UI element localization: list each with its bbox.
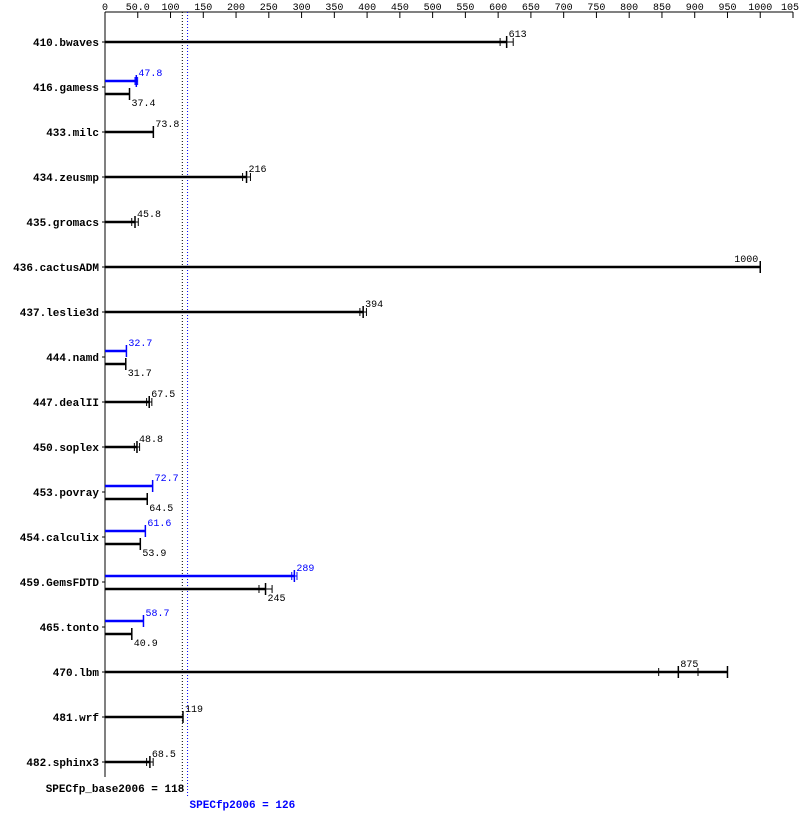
- axis-tick-label: 100: [162, 3, 180, 14]
- base-value: 48.8: [139, 435, 163, 446]
- axis-tick-label: 950: [718, 3, 736, 14]
- benchmark-label: 435.gromacs: [26, 218, 99, 230]
- benchmark-label: 410.bwaves: [33, 38, 99, 50]
- footer-base-label: SPECfp_base2006 = 118: [46, 784, 185, 796]
- base-value: 64.5: [149, 504, 173, 515]
- benchmark-label: 433.milc: [46, 128, 99, 140]
- base-value: 53.9: [142, 549, 166, 560]
- peak-value: 61.6: [147, 519, 171, 530]
- base-value: 67.5: [151, 390, 175, 401]
- base-value: 245: [268, 594, 286, 605]
- benchmark-label: 481.wrf: [53, 713, 100, 725]
- axis-tick-label: 350: [325, 3, 343, 14]
- peak-value: 289: [296, 564, 314, 575]
- base-value: 613: [509, 30, 527, 41]
- footer-peak-label: SPECfp2006 = 126: [190, 800, 296, 812]
- base-value: 31.7: [128, 369, 152, 380]
- base-value: 68.5: [152, 750, 176, 761]
- benchmark-label: 437.leslie3d: [20, 308, 99, 320]
- base-value: 875: [680, 660, 698, 671]
- base-value: 45.8: [137, 210, 161, 221]
- axis-tick-label: 750: [587, 3, 605, 14]
- benchmark-label: 454.calculix: [20, 533, 100, 545]
- base-value: 394: [365, 300, 383, 311]
- benchmark-label: 450.soplex: [33, 443, 99, 455]
- peak-value: 58.7: [145, 609, 169, 620]
- benchmark-label: 436.cactusADM: [13, 263, 99, 275]
- peak-value: 47.8: [138, 69, 162, 80]
- axis-tick-label: 150: [194, 3, 212, 14]
- axis-tick-label: 550: [456, 3, 474, 14]
- benchmark-label: 453.povray: [33, 488, 99, 500]
- axis-tick-label: 700: [555, 3, 573, 14]
- base-value: 40.9: [134, 639, 158, 650]
- axis-tick-label: 1000: [748, 3, 772, 14]
- axis-tick-label: 600: [489, 3, 507, 14]
- axis-tick-label: 650: [522, 3, 540, 14]
- benchmark-label: 444.namd: [46, 353, 99, 365]
- benchmark-label: 416.gamess: [33, 83, 99, 95]
- benchmark-label: 482.sphinx3: [26, 758, 99, 770]
- benchmark-label: 447.dealII: [33, 398, 99, 410]
- base-value: 73.8: [155, 120, 179, 131]
- axis-tick-label: 50.0: [126, 3, 150, 14]
- axis-tick-label: 400: [358, 3, 376, 14]
- peak-value: 72.7: [155, 474, 179, 485]
- benchmark-label: 470.lbm: [53, 668, 100, 680]
- axis-tick-label: 300: [293, 3, 311, 14]
- base-value: 216: [249, 165, 267, 176]
- axis-tick-label: 250: [260, 3, 278, 14]
- peak-value: 32.7: [128, 339, 152, 350]
- base-value: 1000: [734, 255, 758, 266]
- axis-tick-label: 850: [653, 3, 671, 14]
- benchmark-chart: 050.010015020025030035040045050055060065…: [0, 0, 799, 831]
- axis-tick-label: 800: [620, 3, 638, 14]
- axis-tick-label: 500: [424, 3, 442, 14]
- axis-tick-label: 450: [391, 3, 409, 14]
- base-value: 37.4: [132, 99, 156, 110]
- base-value: 119: [185, 705, 203, 716]
- benchmark-label: 459.GemsFDTD: [20, 578, 100, 590]
- axis-tick-label: 1050: [781, 3, 799, 14]
- benchmark-label: 434.zeusmp: [33, 173, 99, 185]
- benchmark-label: 465.tonto: [40, 623, 100, 635]
- axis-tick-label: 900: [686, 3, 704, 14]
- axis-tick-label: 200: [227, 3, 245, 14]
